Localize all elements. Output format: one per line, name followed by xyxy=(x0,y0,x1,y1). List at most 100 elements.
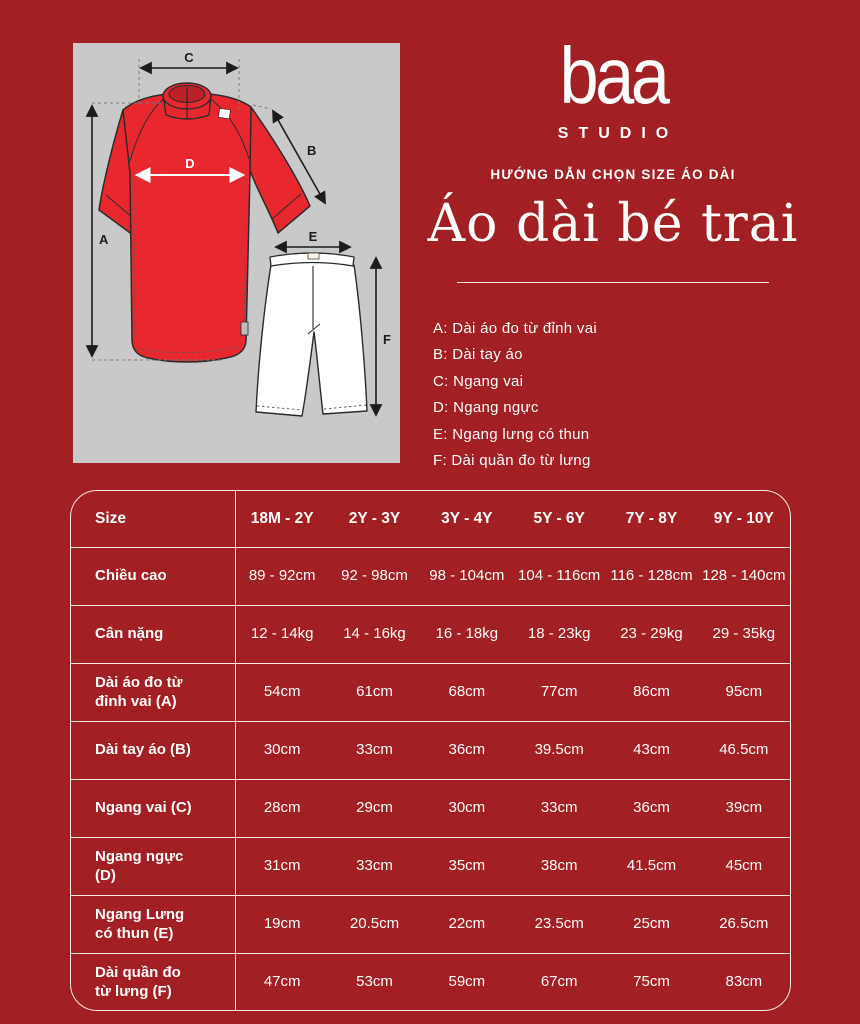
table-cell: 86cm xyxy=(605,663,698,721)
table-cell: 18 - 23kg xyxy=(513,605,606,663)
table-cell: 41.5cm xyxy=(605,837,698,895)
table-cell: 39.5cm xyxy=(513,721,606,779)
table-cell: 38cm xyxy=(513,837,606,895)
row-label: Chiều cao xyxy=(71,547,236,605)
table-cell: 83cm xyxy=(697,953,790,1010)
table-cell: 33cm xyxy=(328,721,421,779)
size-column-header: 18M - 2Y xyxy=(250,510,314,528)
row-label: Cân nặng xyxy=(71,605,236,663)
brand-logo: baa xyxy=(559,31,670,120)
table-row: Dài áo đo từ đỉnh vai (A) 54cm 61cm 68cm… xyxy=(71,663,790,721)
table-cell: 45cm xyxy=(697,837,790,895)
table-cell: 43cm xyxy=(605,721,698,779)
table-cell: 77cm xyxy=(513,663,606,721)
table-cell: 36cm xyxy=(420,721,513,779)
measurement-legend: A: Dài áo đo từ đỉnh vai B: Dài tay áo C… xyxy=(433,316,597,474)
mark-f: F xyxy=(383,332,391,347)
row-label: Ngang Lưng có thun (E) xyxy=(71,895,236,953)
table-row: Ngang ngực (D) 31cm 33cm 35cm 38cm 41.5c… xyxy=(71,837,790,895)
legend-item-f: F: Dài quần đo từ lưng xyxy=(433,451,591,469)
table-cell: 28cm xyxy=(236,779,329,837)
table-cell: 54cm xyxy=(236,663,329,721)
table-cell: 33cm xyxy=(328,837,421,895)
row-label: Dài tay áo (B) xyxy=(71,721,236,779)
pants-waistband xyxy=(269,252,355,267)
table-cell: 30cm xyxy=(236,721,329,779)
table-cell: 67cm xyxy=(513,953,606,1010)
table-cell: 36cm xyxy=(605,779,698,837)
row-label: Ngang ngực (D) xyxy=(71,837,236,895)
size-column-header: 3Y - 4Y xyxy=(441,510,493,528)
table-cell: 104 - 116cm xyxy=(513,547,606,605)
table-cell: 39cm xyxy=(697,779,790,837)
table-cell: 29cm xyxy=(328,779,421,837)
table-cell: 20.5cm xyxy=(328,895,421,953)
brand-studio-label: STUDIO xyxy=(557,125,679,142)
tunic-neck-tag xyxy=(217,107,231,120)
table-header-row: Size 18M - 2Y 2Y - 3Y 3Y - 4Y 5Y - 6Y 7Y… xyxy=(71,491,790,547)
table-cell: 12 - 14kg xyxy=(236,605,329,663)
table-cell: 47cm xyxy=(236,953,329,1010)
table-cell: 22cm xyxy=(420,895,513,953)
table-cell: 95cm xyxy=(697,663,790,721)
mark-c: C xyxy=(184,50,194,65)
measurement-diagram-panel: C A B D E F xyxy=(73,43,400,463)
table-row: Dài quần đo từ lưng (F) 47cm 53cm 59cm 6… xyxy=(71,953,790,1010)
table-row: Chiều cao 89 - 92cm 92 - 98cm 98 - 104cm… xyxy=(71,547,790,605)
legend-item-a: A: Dài áo đo từ đỉnh vai xyxy=(433,320,597,337)
size-column-header: 5Y - 6Y xyxy=(533,510,585,528)
mark-b: B xyxy=(307,143,316,158)
table-cell: 46.5cm xyxy=(697,721,790,779)
table-cell: 19cm xyxy=(236,895,329,953)
table-cell: 53cm xyxy=(328,953,421,1010)
table-cell: 59cm xyxy=(420,953,513,1010)
tunic-side-tag xyxy=(240,321,249,336)
size-column-header: 2Y - 3Y xyxy=(348,510,401,528)
guide-subtitle: HƯỚNG DẪN CHỌN SIZE ÁO DÀI xyxy=(490,167,736,182)
pants-waist-tag xyxy=(307,252,320,260)
table-row: Ngang vai (C) 28cm 29cm 30cm 33cm 36cm 3… xyxy=(71,779,790,837)
table-cell: 35cm xyxy=(420,837,513,895)
table-row: Ngang Lưng có thun (E) 19cm 20.5cm 22cm … xyxy=(71,895,790,953)
ao-dai-measurement-illustration: C A B D E F xyxy=(85,50,391,417)
legend-item-d: D: Ngang ngực xyxy=(433,399,539,417)
size-column-header: 9Y - 10Y xyxy=(713,510,774,528)
table-cell: 89 - 92cm xyxy=(236,547,329,605)
mark-e: E xyxy=(309,229,318,244)
tunic-right-sleeve xyxy=(246,106,311,234)
table-cell: 75cm xyxy=(605,953,698,1010)
size-table: Size 18M - 2Y 2Y - 3Y 3Y - 4Y 5Y - 6Y 7Y… xyxy=(70,490,791,1011)
row-label: Dài quần đo từ lưng (F) xyxy=(71,953,236,1010)
tunic-body xyxy=(122,92,252,363)
table-cell: 30cm xyxy=(420,779,513,837)
mark-a: A xyxy=(99,232,109,247)
table-cell: 16 - 18kg xyxy=(420,605,513,663)
table-cell: 29 - 35kg xyxy=(697,605,790,663)
measure-arrow-b xyxy=(272,109,326,205)
legend-item-b: B: Dài tay áo xyxy=(433,346,523,364)
table-cell: 23 - 29kg xyxy=(605,605,698,663)
table-cell: 25cm xyxy=(605,895,698,953)
measure-guide-lines xyxy=(92,59,272,361)
table-cell: 116 - 128cm xyxy=(605,547,698,605)
table-cell: 128 - 140cm xyxy=(697,547,790,605)
page-title: Áo dài bé trai xyxy=(427,194,799,254)
table-row: Dài tay áo (B) 30cm 33cm 36cm 39.5cm 43c… xyxy=(71,721,790,779)
size-header-label: Size xyxy=(71,491,236,547)
title-divider xyxy=(457,282,769,283)
table-row: Cân nặng 12 - 14kg 14 - 16kg 16 - 18kg 1… xyxy=(71,605,790,663)
size-column-header: 7Y - 8Y xyxy=(625,510,678,528)
measure-arrows xyxy=(85,61,383,417)
table-cell: 14 - 16kg xyxy=(328,605,421,663)
table-cell: 98 - 104cm xyxy=(420,547,513,605)
legend-item-e: E: Ngang lưng có thun xyxy=(433,425,590,443)
table-cell: 31cm xyxy=(236,837,329,895)
row-label: Ngang vai (C) xyxy=(71,779,236,837)
table-cell: 68cm xyxy=(420,663,513,721)
table-cell: 92 - 98cm xyxy=(328,547,421,605)
table-cell: 26.5cm xyxy=(697,895,790,953)
mark-d: D xyxy=(185,156,194,171)
legend-item-c: C: Ngang vai xyxy=(433,372,524,390)
row-label: Dài áo đo từ đỉnh vai (A) xyxy=(71,663,236,721)
